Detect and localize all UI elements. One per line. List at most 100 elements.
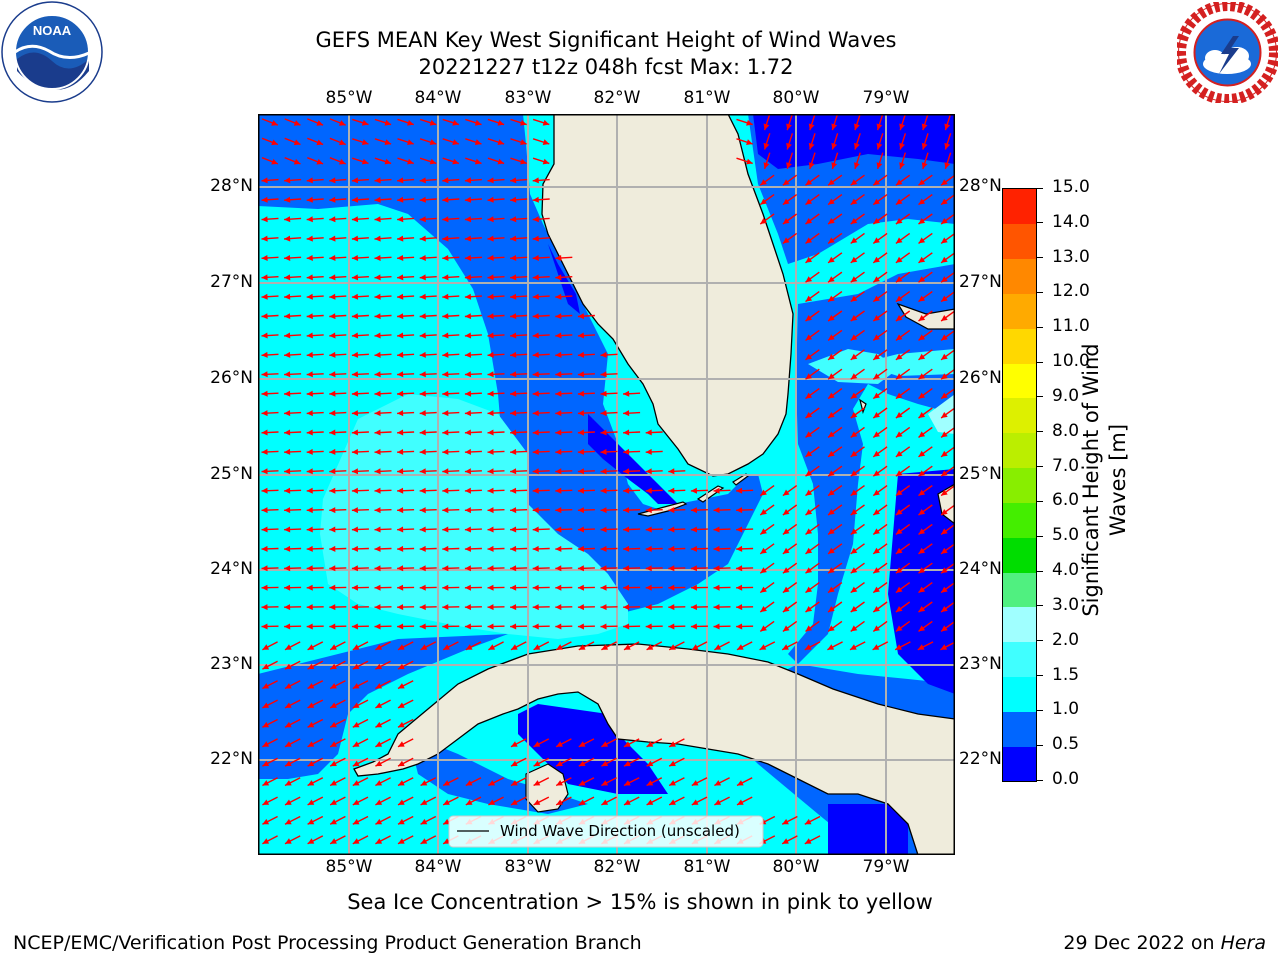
wave-arrow [397,371,415,378]
colorbar-segment [1003,711,1036,747]
wave-arrow [306,468,324,475]
wave-arrow [307,699,324,709]
wave-arrow [940,504,955,516]
wave-arrow [419,584,437,591]
wave-arrow [736,545,754,552]
wave-arrow [306,235,324,242]
wave-arrow [850,504,865,516]
wave-arrow [510,545,528,552]
wave-arrow [464,468,482,475]
wave-arrow [532,604,550,611]
wave-arrow [306,623,324,630]
wave-arrow [510,138,527,145]
wave-arrow [442,255,460,261]
wave-arrow [284,118,301,126]
wave-arrow [850,523,865,535]
wave-arrow [849,641,866,651]
wave-arrow [578,777,595,787]
wave-arrow [782,543,798,555]
colorbar-segment [1003,432,1036,469]
wave-arrow [329,468,347,475]
wave-arrow [578,757,595,767]
wave-arrow [895,582,911,594]
wave-arrow [577,410,595,417]
wave-arrow [872,349,888,361]
wave-arrow [623,777,640,787]
wave-arrow [487,351,505,358]
wave-arrow [646,796,663,806]
wave-arrow [510,448,528,455]
wave-arrow [329,390,347,397]
wave-arrow [352,757,369,767]
wave-arrow [487,526,505,533]
wave-arrow [895,194,911,206]
wave-arrow [352,118,369,126]
wave-arrow [329,371,347,378]
wave-arrow [442,177,460,184]
wave-arrow [284,584,302,591]
wave-arrow [850,329,865,341]
wave-arrow [532,313,550,320]
wave-arrow [375,796,391,806]
wave-arrow [533,796,550,806]
wave-arrow [850,465,865,477]
wave-arrow [419,274,437,281]
lon-tick-top: 81°W [683,88,731,108]
wave-arrow [442,390,460,397]
wave-arrow [419,565,437,572]
wave-arrow [329,410,347,417]
wave-arrow [555,274,573,281]
wave-arrow [736,777,753,787]
wave-arrow [351,545,369,552]
wave-arrow [577,565,595,572]
wave-arrow [351,468,369,475]
wave-arrow [668,641,685,651]
wave-arrow [600,371,618,378]
wave-arrow [261,390,279,397]
lat-tick-right: 22°N [959,749,1002,769]
wave-arrow [261,313,279,320]
wave-arrow [397,255,415,261]
wave-arrow [894,641,911,651]
wave-arrow [419,390,437,397]
wave-arrow [577,390,595,397]
wave-arrow [374,138,392,145]
wave-arrow [420,796,437,806]
wave-arrow [284,216,302,223]
wave-arrow [854,152,861,170]
wave-arrow [307,680,324,690]
wave-arrow [329,448,347,455]
wave-arrow [397,410,415,417]
wave-arrow [261,235,279,242]
wave-arrow [397,235,415,242]
wave-arrow [419,313,437,320]
wave-arrow [782,194,798,206]
wave-arrow [899,152,907,170]
wave-arrow [690,507,708,514]
wave-arrow [827,523,843,535]
wave-arrow [808,152,816,170]
colorbar-segment [1003,746,1036,782]
wave-arrow [374,255,392,261]
wave-arrow [419,138,437,145]
wave-arrow [329,584,347,591]
wave-arrow [510,565,528,572]
colorbar-tick-mark [1036,326,1043,328]
colorbar-tick-mark [1036,744,1043,746]
wave-arrow [854,133,861,150]
wave-arrow [487,584,505,591]
wave-arrow [420,777,437,787]
wave-arrow [623,545,641,552]
wave-arrow [623,604,641,611]
wave-arrow [578,641,595,651]
wave-arrow [713,565,731,572]
wave-arrow [782,485,798,497]
colorbar-tick-label: 1.0 [1052,699,1080,720]
wave-arrow [623,796,640,806]
wave-arrow [329,526,347,533]
wave-arrow [374,410,392,417]
wave-arrow [374,468,392,475]
wave-arrow [805,446,820,458]
wave-arrow [465,641,482,651]
wave-arrow [940,485,955,497]
